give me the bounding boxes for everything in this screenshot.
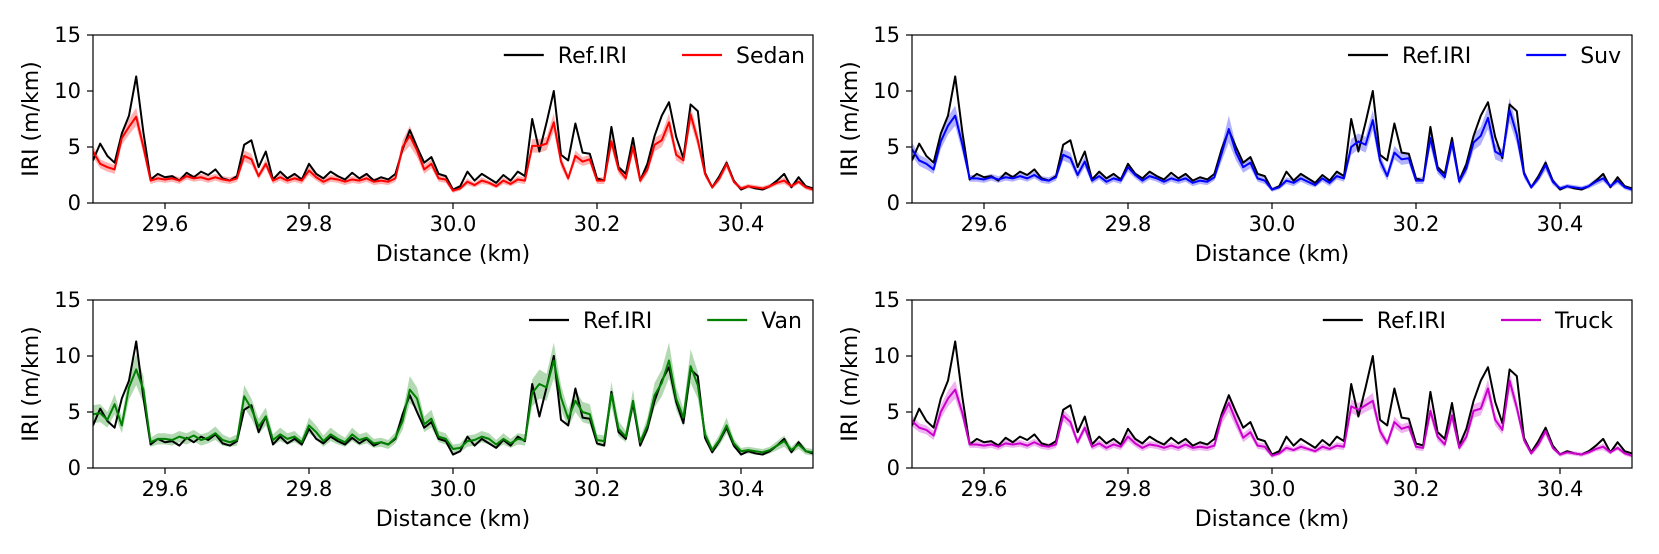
legend-label-ref-iri: Ref.IRI [1402,44,1471,69]
y-tick-label: 10 [54,79,81,103]
y-tick-label: 0 [68,191,81,215]
plot-area [912,340,1632,458]
x-tick-label: 29.8 [286,212,333,236]
legend-label-ref-iri: Ref.IRI [583,309,652,334]
x-tick-label: 30.4 [1537,477,1584,501]
plot-area [912,75,1632,192]
x-tick-label: 30.0 [1249,212,1296,236]
series-band-truck [912,371,1632,458]
series-line-suv [912,109,1632,191]
chart-panel-1: 29.6 29.8 30.0 30.2 30.4 0 5 10 15 Distance (km) I… [19,23,814,267]
legend-label-suv: Suv [1580,44,1621,69]
y-tick-label: 15 [54,23,81,47]
chart-panel-3: 29.6 29.8 30.0 30.2 30.4 0 5 10 15 Distance (km) I… [19,288,814,532]
x-tick-label: 29.6 [142,212,189,236]
chart-panel-4: 29.6 29.8 30.0 30.2 30.4 0 5 10 15 Distance (km) I… [838,288,1633,532]
y-tick-label: 10 [54,344,81,368]
x-tick-label: 29.8 [1105,212,1152,236]
y-axis-label: IRI (m/km) [19,61,44,176]
y-tick-label: 5 [887,400,900,424]
x-axis-label: Distance (km) [376,507,531,532]
series-band-sedan [93,105,813,193]
legend: Ref.IRI Sedan [503,44,805,69]
y-axis-label: IRI (m/km) [19,326,44,441]
legend-label-ref-iri: Ref.IRI [558,44,627,69]
y-tick-label: 15 [873,23,900,47]
x-tick-label: 29.6 [961,212,1008,236]
x-tick-label: 30.2 [1393,212,1440,236]
x-axis-label: Distance (km) [1195,242,1350,267]
x-axis-label: Distance (km) [376,242,531,267]
x-tick-label: 30.0 [430,212,477,236]
y-tick-label: 10 [873,79,900,103]
plot-area [93,340,813,456]
series-line-truck [912,379,1632,457]
x-tick-label: 30.4 [1537,212,1584,236]
y-tick-label: 15 [873,288,900,312]
legend-label-ref-iri: Ref.IRI [1377,309,1446,334]
y-tick-label: 0 [887,456,900,480]
x-tick-label: 30.2 [574,477,621,501]
x-axis-label: Distance (km) [1195,507,1350,532]
x-tick-label: 29.8 [1105,477,1152,501]
y-tick-label: 15 [54,288,81,312]
y-tick-label: 0 [68,456,81,480]
y-tick-label: 5 [68,400,81,424]
chart-panel-2: 29.6 29.8 30.0 30.2 30.4 0 5 10 15 Distance (km) I… [838,23,1633,267]
plot-area [93,75,813,193]
x-tick-label: 30.0 [1249,477,1296,501]
legend-label-truck: Truck [1554,309,1613,334]
x-tick-label: 30.4 [718,477,765,501]
y-tick-label: 0 [887,191,900,215]
series-line-ref-iri [93,340,813,456]
y-tick-label: 5 [68,135,81,159]
x-tick-label: 29.6 [142,477,189,501]
series-line-van [93,359,813,454]
x-tick-label: 30.2 [1393,477,1440,501]
legend-label-van: Van [761,309,802,334]
y-axis-label: IRI (m/km) [838,326,863,441]
legend: Ref.IRI Van [529,309,802,334]
x-tick-label: 29.6 [961,477,1008,501]
legend: Ref.IRI Truck [1322,309,1613,334]
x-tick-label: 30.0 [430,477,477,501]
legend-label-sedan: Sedan [736,44,805,69]
x-tick-label: 30.4 [718,212,765,236]
legend: Ref.IRI Suv [1348,44,1621,69]
series-line-sedan [93,113,813,192]
x-tick-label: 30.2 [574,212,621,236]
y-tick-label: 5 [887,135,900,159]
series-band-suv [912,97,1632,192]
series-band-van [93,342,813,456]
x-tick-label: 29.8 [286,477,333,501]
y-tick-label: 10 [873,344,900,368]
y-axis-label: IRI (m/km) [838,61,863,176]
